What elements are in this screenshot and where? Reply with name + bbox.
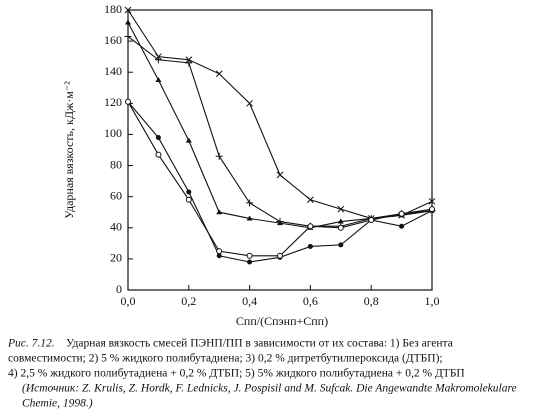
marker	[337, 224, 344, 231]
marker	[307, 243, 313, 249]
y-tick-label: 100	[104, 126, 122, 140]
y-tick-label: 180	[104, 2, 122, 16]
marker	[337, 218, 344, 224]
marker	[307, 196, 314, 204]
y-tick-label: 20	[110, 251, 122, 265]
caption-line: совместимости; 2) 5 % жидкого полибутади…	[8, 353, 443, 365]
marker	[307, 223, 314, 230]
marker	[276, 218, 284, 226]
marker	[186, 189, 192, 195]
marker	[368, 217, 375, 223]
marker	[398, 210, 405, 217]
x-tick-label: 0,2	[181, 294, 196, 308]
y-tick-label: 60	[110, 188, 122, 202]
y-tick-label: 0	[116, 282, 122, 296]
marker	[246, 99, 253, 107]
marker	[215, 70, 223, 78]
marker	[155, 77, 162, 82]
y-axis-label: Ударная вязкость, кДж·м⁻²	[62, 81, 76, 219]
marker	[429, 206, 435, 213]
marker	[124, 32, 132, 40]
marker	[185, 59, 193, 67]
marker	[246, 252, 253, 259]
y-tick-label: 40	[110, 220, 122, 234]
series-line	[127, 101, 433, 263]
marker	[247, 259, 253, 265]
marker	[215, 152, 223, 160]
series-line	[127, 22, 433, 229]
x-tick-label: 0,8	[364, 294, 379, 308]
marker	[276, 171, 284, 179]
marker	[246, 215, 253, 221]
marker	[216, 248, 223, 255]
series-line	[127, 36, 433, 227]
plot-frame	[127, 9, 433, 291]
caption-line: 4) 2,5 % жидкого полибутадиена + 0,2 % Д…	[8, 368, 465, 380]
y-tick-label: 140	[104, 64, 122, 78]
y-tick-label: 120	[104, 95, 122, 109]
marker	[428, 197, 436, 205]
marker	[185, 137, 192, 143]
marker	[399, 223, 405, 229]
caption-line: Ударная вязкость смесей ПЭНП/ПП в зависи…	[66, 338, 453, 350]
x-tick-label: 0,6	[303, 294, 318, 308]
caption-label: Рис. 7.12.	[7, 338, 55, 350]
series-line	[127, 101, 433, 257]
marker	[155, 151, 162, 158]
marker	[125, 98, 131, 105]
marker	[124, 6, 132, 14]
marker	[216, 253, 222, 259]
caption-line: Chemie, 1998.)	[22, 398, 93, 410]
x-tick-label: 0,4	[242, 294, 257, 308]
marker	[154, 56, 162, 64]
x-tick-label: 1,0	[425, 294, 440, 308]
caption-line: (Источник: Z. Krulis, Z. Hordk, F. Ledni…	[22, 383, 517, 395]
x-axis-label: Cпп/(Cпэнп+Cпп)	[236, 314, 328, 328]
marker	[125, 19, 131, 25]
marker	[185, 196, 192, 203]
marker	[337, 205, 345, 213]
marker	[277, 252, 283, 259]
marker	[246, 199, 254, 207]
marker	[216, 209, 223, 215]
y-tick-label: 160	[104, 33, 122, 47]
y-tick-label: 80	[110, 157, 122, 171]
x-tick-label: 0,0	[121, 294, 136, 308]
marker	[155, 135, 161, 141]
series-line	[127, 9, 433, 220]
marker	[338, 242, 344, 248]
